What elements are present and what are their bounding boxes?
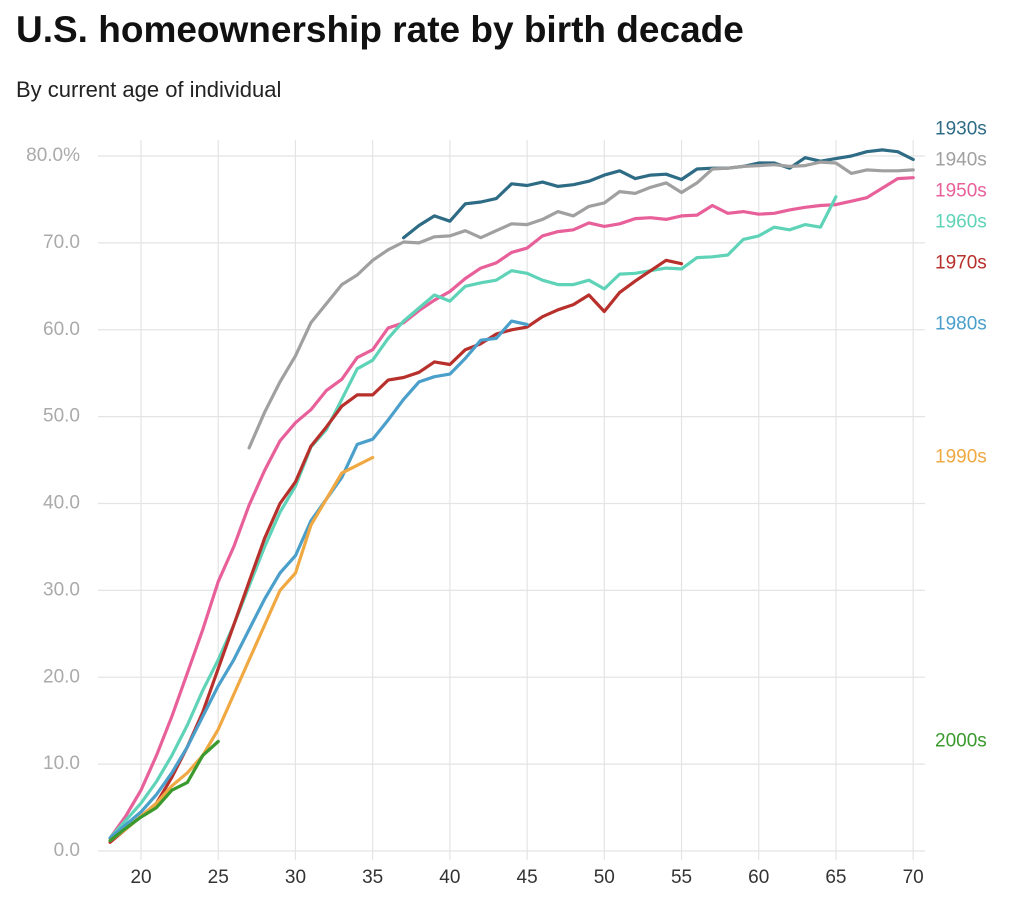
y-tick-label: 30.0 [43, 579, 80, 600]
legend-label: 1940s [935, 149, 987, 170]
x-tick-label: 40 [439, 867, 460, 888]
x-tick-label: 50 [594, 867, 615, 888]
legend-label: 1970s [935, 253, 987, 274]
x-tick-label: 70 [903, 867, 924, 888]
chart-title: U.S. homeownership rate by birth decade [16, 9, 744, 50]
y-tick-label: 50.0 [43, 406, 80, 427]
x-tick-label: 20 [130, 867, 151, 888]
series-line [108, 455, 375, 843]
x-tick-label: 60 [748, 867, 769, 888]
legend-label: 1980s [935, 314, 987, 335]
y-tick-label: 60.0 [43, 319, 80, 340]
legend-label: 2000s [935, 731, 987, 752]
y-tick-label: 40.0 [43, 493, 80, 514]
y-tick-label: 20.0 [43, 666, 80, 687]
x-tick-label: 35 [362, 867, 383, 888]
series-line [108, 258, 684, 844]
legend-label: 1990s [935, 446, 987, 467]
x-tick-label: 55 [671, 867, 692, 888]
series-line [108, 176, 915, 840]
legend-label: 1930s [935, 118, 987, 139]
series-line [247, 160, 915, 450]
series-line [402, 148, 915, 240]
legend-label: 1950s [935, 180, 987, 201]
chart-subtitle: By current age of individual [16, 77, 281, 102]
y-tick-label: 80.0% [26, 145, 80, 166]
y-tick-label: 10.0 [43, 753, 80, 774]
x-tick-label: 45 [517, 867, 538, 888]
series-line [108, 739, 220, 843]
x-tick-label: 65 [825, 867, 846, 888]
y-tick-label: 0.0 [54, 840, 80, 861]
y-tick-label: 70.0 [43, 232, 80, 253]
x-tick-label: 25 [208, 867, 229, 888]
legend-label: 1960s [935, 211, 987, 232]
x-tick-label: 30 [285, 867, 306, 888]
